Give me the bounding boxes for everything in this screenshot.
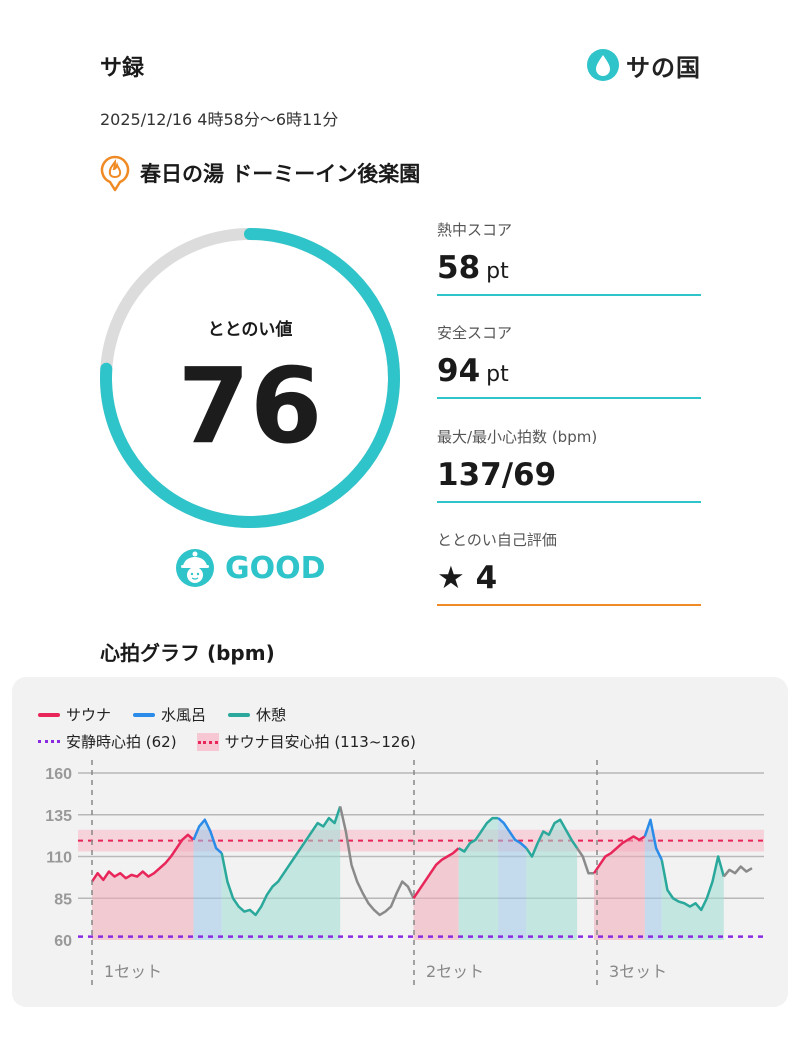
- line-post: [576, 847, 595, 875]
- set-label: 1セット: [104, 962, 162, 981]
- score-status: GOOD: [175, 548, 326, 588]
- area-rest: [221, 806, 341, 940]
- line-sauna: [412, 847, 460, 899]
- stat-label: ととのい自己評価: [437, 531, 557, 549]
- line-post: [338, 806, 415, 917]
- stat-value: 137/69: [437, 457, 557, 493]
- divider: [437, 397, 701, 399]
- line-rest: [458, 816, 499, 853]
- page-title: サ録: [100, 56, 145, 81]
- legend-swatch-target: [196, 732, 219, 751]
- legend-resting-hr: 安静時心拍 (62): [66, 733, 177, 751]
- y-tick-label: 110: [46, 850, 72, 867]
- legend-sauna: サウナ: [66, 706, 112, 724]
- stat-label: 安全スコア: [437, 324, 513, 342]
- graph-title: 心拍グラフ (bpm): [100, 641, 275, 665]
- stat-heat-score: 熱中スコア 58 pt: [437, 219, 701, 296]
- set-label: 2セット: [426, 962, 484, 981]
- line-water: [643, 818, 663, 861]
- area-rest: [458, 818, 499, 940]
- session-datetime: 2025/12/16 4時58分〜6時11分: [100, 110, 339, 129]
- area-water: [193, 819, 222, 940]
- area-water: [644, 819, 662, 940]
- line-water: [497, 817, 528, 850]
- stat-self-rating: ととのい自己評価 ★ 4: [437, 529, 701, 606]
- facility-name: 春日の湯 ドーミーイン後楽園: [140, 162, 421, 186]
- stat-value: ★ 4: [437, 560, 498, 596]
- legend-swatch-rest: [228, 712, 251, 717]
- area-water: [498, 818, 527, 940]
- sauna-hat-face-icon: [176, 549, 214, 587]
- stat-label: 熱中スコア: [437, 221, 513, 239]
- area-sauna: [413, 848, 459, 940]
- line-rest: [220, 805, 342, 917]
- legend: サウナ 水風呂 休憩 安静時心拍 (62) サウナ目安心拍 (113~126): [38, 704, 416, 752]
- facility: 春日の湯 ドーミーイン後楽園: [100, 154, 420, 192]
- line-rest: [660, 855, 725, 912]
- area-sauna: [594, 836, 645, 940]
- water-drop-icon: [587, 49, 619, 81]
- app-logo: サの国: [586, 47, 702, 83]
- area-rest: [526, 819, 578, 940]
- legend-target: サウナ目安心拍 (113~126): [224, 733, 416, 751]
- legend-rest: 休憩: [256, 706, 287, 724]
- stat-value: 58: [437, 250, 481, 286]
- score-ring-progress: [100, 228, 400, 528]
- stat-value: 94: [437, 353, 481, 389]
- stat-unit: pt: [486, 362, 509, 387]
- y-tick-label: 85: [54, 891, 72, 908]
- score-value: 76: [177, 345, 323, 467]
- score-label: ととのい値: [207, 320, 293, 340]
- legend-swatch-water: [133, 712, 156, 717]
- stat-safety-score: 安全スコア 94 pt: [437, 322, 701, 399]
- divider: [437, 294, 701, 296]
- divider: [437, 501, 701, 503]
- divider: [437, 604, 701, 606]
- set-label: 3セット: [609, 962, 667, 981]
- stat-unit: pt: [486, 259, 509, 284]
- stat-label: 最大/最小心拍数 (bpm): [437, 428, 598, 446]
- line-sauna: [90, 833, 195, 883]
- line-rest: [525, 818, 579, 858]
- legend-swatch-sauna: [38, 712, 60, 717]
- line-water: [192, 818, 223, 855]
- y-tick-label: 160: [45, 766, 72, 783]
- line-post: [722, 865, 753, 878]
- legend-swatch-resting: [38, 740, 60, 743]
- y-tick-label: 60: [54, 933, 72, 950]
- score-ring: [100, 228, 400, 528]
- y-tick-label: 135: [45, 808, 72, 825]
- status-text: GOOD: [225, 550, 326, 586]
- stat-heart-rate: 最大/最小心拍数 (bpm) 137/69: [437, 426, 701, 503]
- area-rest: [661, 856, 724, 940]
- logo-text: サの国: [626, 53, 701, 82]
- sauna-flame-icon: [100, 155, 130, 192]
- line-sauna: [593, 835, 646, 874]
- legend-water: 水風呂: [161, 706, 207, 724]
